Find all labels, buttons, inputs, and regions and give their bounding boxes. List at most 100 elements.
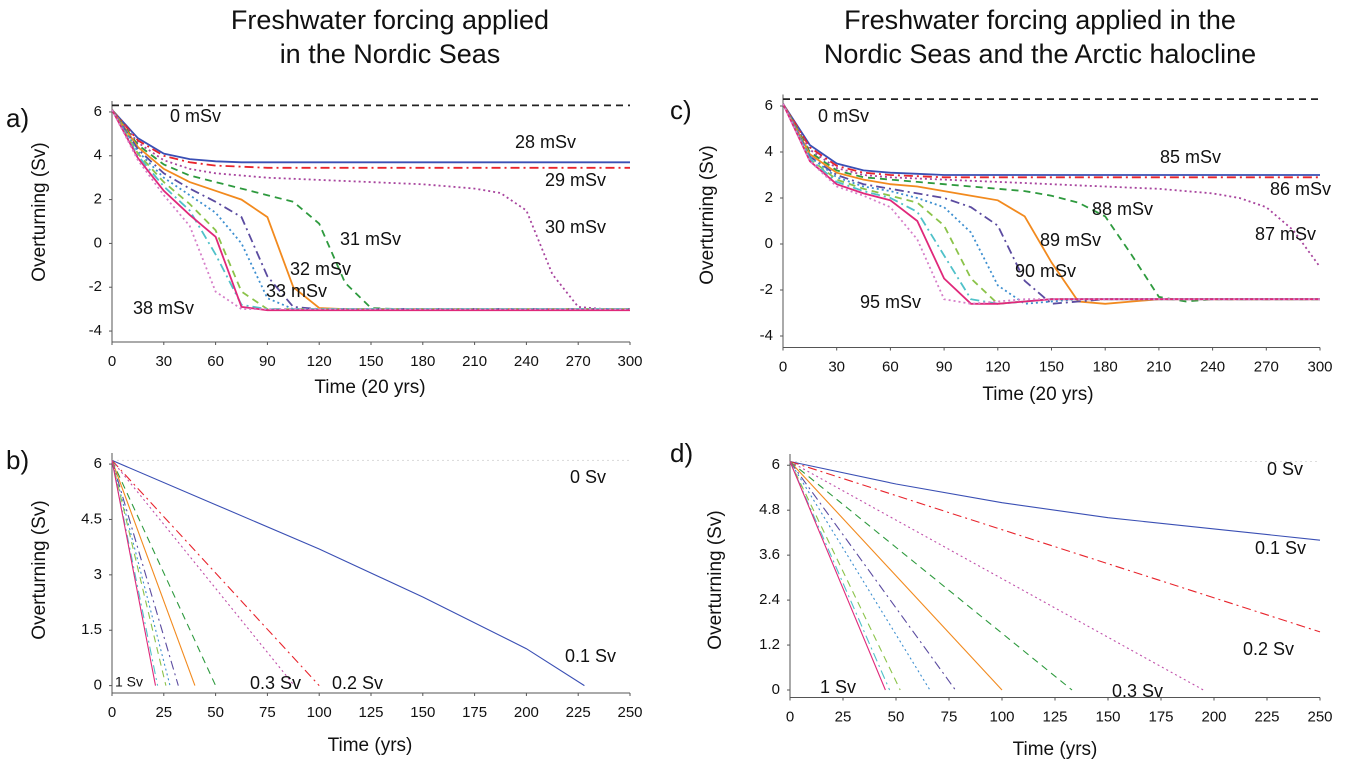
- x-tick-label: 175: [462, 704, 487, 721]
- y-tick-label: 2.4: [759, 591, 780, 608]
- x-tick-label: 270: [566, 353, 591, 370]
- x-tick-label: 50: [207, 704, 224, 721]
- y-tick-label: -4: [89, 322, 102, 339]
- panel-label: a): [6, 103, 29, 133]
- x-axis-title: Time (yrs): [1013, 739, 1098, 760]
- x-tick-label: 0: [108, 704, 116, 721]
- x-axis-title: Time (20 yrs): [314, 377, 425, 398]
- series-line: [111, 460, 167, 686]
- series-line: [789, 460, 1321, 633]
- series-label: 90 mSv: [1015, 261, 1076, 281]
- y-tick-label: 0: [765, 235, 773, 252]
- series-line: [782, 103, 1320, 305]
- series-line: [789, 460, 1321, 541]
- series-label: 0 Sv: [1267, 459, 1303, 479]
- x-tick-label: 90: [259, 353, 276, 370]
- x-tick-label: 120: [985, 358, 1010, 375]
- y-tick-label: 4.8: [759, 501, 780, 518]
- series-label: 0 mSv: [170, 106, 221, 126]
- y-tick-label: 0: [94, 234, 102, 251]
- series-line: [111, 109, 630, 312]
- series-line: [111, 460, 217, 686]
- series-label: 28 mSv: [515, 132, 576, 152]
- series-label: 38 mSv: [133, 298, 194, 318]
- series-label: 1 Sv: [115, 674, 143, 690]
- series-label: 0.2 Sv: [1243, 639, 1294, 659]
- y-tick-label: 6: [772, 456, 780, 473]
- x-tick-label: 150: [410, 704, 435, 721]
- x-tick-label: 100: [307, 704, 332, 721]
- series-line: [789, 461, 931, 691]
- x-tick-label: 75: [259, 704, 276, 721]
- series-label: 88 mSv: [1092, 199, 1153, 219]
- heading: Freshwater forcing applied: [231, 5, 549, 35]
- panel-label: b): [6, 445, 29, 475]
- x-tick-label: 0: [108, 353, 116, 370]
- x-tick-label: 0: [779, 358, 787, 375]
- x-tick-label: 225: [566, 704, 591, 721]
- y-tick-label: 3.6: [759, 546, 780, 563]
- x-tick-label: 180: [1093, 358, 1118, 375]
- series-line: [789, 461, 956, 691]
- y-tick-label: 1.5: [81, 621, 102, 638]
- series-label: 33 mSv: [266, 281, 327, 301]
- x-tick-label: 150: [1039, 358, 1064, 375]
- y-tick-label: 2: [765, 189, 773, 206]
- series-line: [111, 460, 295, 686]
- panel-label: d): [670, 438, 693, 468]
- x-tick-label: 180: [410, 353, 435, 370]
- series-label: 89 mSv: [1040, 230, 1101, 250]
- x-tick-label: 240: [1200, 358, 1225, 375]
- heading: Freshwater forcing applied in the: [844, 5, 1236, 35]
- x-tick-label: 210: [1146, 358, 1171, 375]
- y-axis-title: Overturning (Sv): [29, 500, 50, 639]
- x-tick-label: 250: [1307, 708, 1332, 725]
- x-tick-label: 210: [462, 353, 487, 370]
- series-line: [782, 103, 1320, 176]
- series-line: [789, 461, 1073, 691]
- series-line: [111, 109, 630, 311]
- y-tick-label: 1.2: [759, 636, 780, 653]
- heading: Nordic Seas and the Arctic halocline: [824, 39, 1256, 69]
- series-label: 31 mSv: [340, 229, 401, 249]
- x-tick-label: 75: [941, 708, 958, 725]
- y-tick-label: 4: [94, 147, 102, 164]
- series-label: 85 mSv: [1160, 147, 1221, 167]
- y-tick-label: 6: [765, 97, 773, 114]
- y-tick-label: 6: [94, 103, 102, 120]
- series-label: 0.1 Sv: [1255, 538, 1306, 558]
- series-label: 0 mSv: [818, 106, 869, 126]
- series-label: 95 mSv: [860, 292, 921, 312]
- series-line: [782, 103, 1320, 179]
- y-tick-label: -2: [760, 281, 773, 298]
- x-tick-label: 175: [1148, 708, 1173, 725]
- x-tick-label: 0: [786, 708, 794, 725]
- y-tick-label: 0: [772, 681, 780, 698]
- x-tick-label: 270: [1254, 358, 1279, 375]
- x-tick-label: 50: [888, 708, 905, 725]
- x-axis-title: Time (yrs): [328, 735, 413, 756]
- series-line: [789, 461, 1003, 691]
- x-tick-label: 250: [617, 704, 642, 721]
- series-line: [789, 461, 1204, 691]
- x-tick-label: 240: [514, 353, 539, 370]
- x-tick-label: 90: [936, 358, 953, 375]
- series-label: 32 mSv: [290, 259, 351, 279]
- series-line: [111, 460, 320, 686]
- heading: in the Nordic Seas: [280, 39, 501, 69]
- series-label: 87 mSv: [1255, 224, 1316, 244]
- x-tick-label: 200: [514, 704, 539, 721]
- x-tick-label: 30: [155, 353, 172, 370]
- series-label: 30 mSv: [545, 217, 606, 237]
- y-axis-title: Overturning (Sv): [29, 142, 50, 281]
- series-label: 0.2 Sv: [332, 673, 383, 693]
- y-tick-label: 0: [94, 677, 102, 694]
- x-tick-label: 200: [1201, 708, 1226, 725]
- x-tick-label: 60: [882, 358, 899, 375]
- y-tick-label: 4: [765, 143, 773, 160]
- x-tick-label: 25: [155, 704, 172, 721]
- x-tick-label: 125: [358, 704, 383, 721]
- x-tick-label: 30: [828, 358, 845, 375]
- series-line: [789, 461, 891, 691]
